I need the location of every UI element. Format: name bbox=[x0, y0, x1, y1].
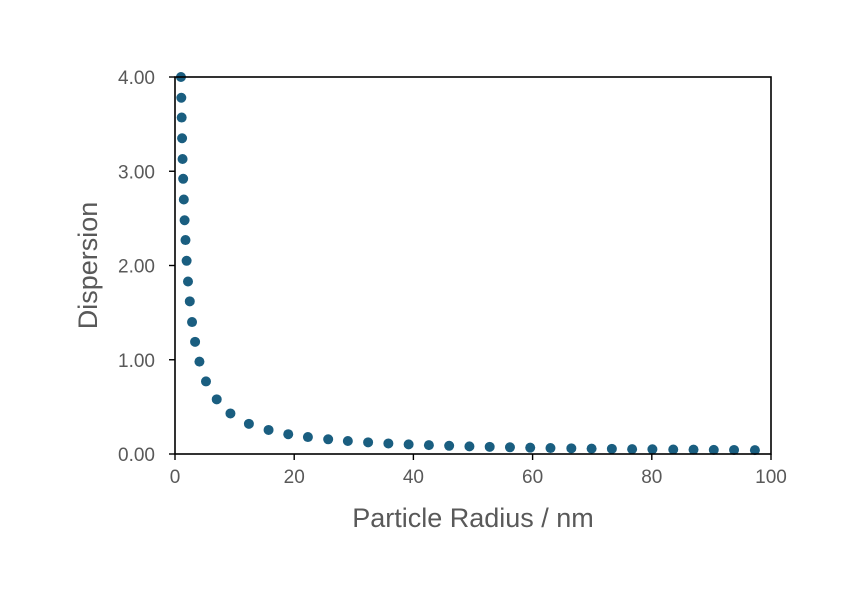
data-point bbox=[243, 418, 254, 429]
data-point bbox=[180, 235, 191, 246]
data-point bbox=[363, 437, 374, 448]
data-point bbox=[504, 442, 515, 453]
data-point bbox=[566, 443, 577, 454]
data-point bbox=[225, 408, 236, 419]
data-point bbox=[586, 443, 597, 454]
data-point bbox=[423, 440, 434, 451]
data-point bbox=[187, 317, 198, 328]
y-tick-label: 1.00 bbox=[118, 351, 155, 372]
data-point bbox=[184, 296, 195, 307]
data-point bbox=[190, 336, 201, 347]
data-point bbox=[688, 444, 699, 455]
y-tick-label: 2.00 bbox=[118, 257, 155, 278]
data-point bbox=[323, 434, 334, 445]
data-point bbox=[464, 441, 475, 452]
data-point bbox=[176, 112, 187, 123]
data-point bbox=[178, 173, 189, 184]
data-point bbox=[179, 215, 190, 226]
data-point bbox=[177, 133, 188, 144]
data-point bbox=[627, 444, 638, 455]
x-axis-label: Particle Radius / nm bbox=[352, 503, 594, 533]
data-point bbox=[383, 438, 394, 449]
data-point bbox=[484, 441, 495, 452]
data-point bbox=[606, 443, 617, 454]
y-tick-label: 0.00 bbox=[118, 445, 155, 466]
data-point bbox=[178, 194, 189, 205]
x-tick-label: 20 bbox=[284, 467, 305, 488]
x-tick-label: 60 bbox=[522, 467, 543, 488]
data-point bbox=[749, 445, 760, 456]
data-point bbox=[177, 153, 188, 164]
x-tick-label: 100 bbox=[755, 467, 787, 488]
plot-frame bbox=[174, 76, 772, 455]
x-tick-label: 0 bbox=[170, 467, 181, 488]
data-point bbox=[302, 432, 313, 443]
data-point bbox=[211, 394, 222, 405]
data-point bbox=[708, 444, 719, 455]
x-axis-ticks: 0 20 40 60 80 100 bbox=[170, 454, 787, 488]
data-point bbox=[525, 442, 536, 453]
y-tick-label: 3.00 bbox=[118, 162, 155, 183]
data-point bbox=[403, 439, 414, 450]
data-point bbox=[263, 424, 274, 435]
x-tick-label: 40 bbox=[403, 467, 424, 488]
data-point bbox=[729, 444, 740, 455]
x-tick-label: 80 bbox=[641, 467, 662, 488]
data-point bbox=[342, 435, 353, 446]
y-tick-label: 4.00 bbox=[118, 68, 155, 89]
y-axis-label: Dispersion bbox=[73, 202, 103, 330]
y-axis-ticks: 0.00 1.00 2.00 3.00 4.00 bbox=[118, 68, 175, 466]
data-point bbox=[182, 276, 193, 287]
data-point bbox=[668, 444, 679, 455]
data-point bbox=[176, 92, 187, 103]
data-point bbox=[194, 356, 205, 367]
data-point bbox=[181, 255, 192, 266]
data-point bbox=[200, 376, 211, 387]
data-point bbox=[444, 440, 455, 451]
data-point bbox=[283, 429, 294, 440]
data-point bbox=[545, 443, 556, 454]
data-point bbox=[647, 444, 658, 455]
data-points bbox=[175, 72, 760, 456]
